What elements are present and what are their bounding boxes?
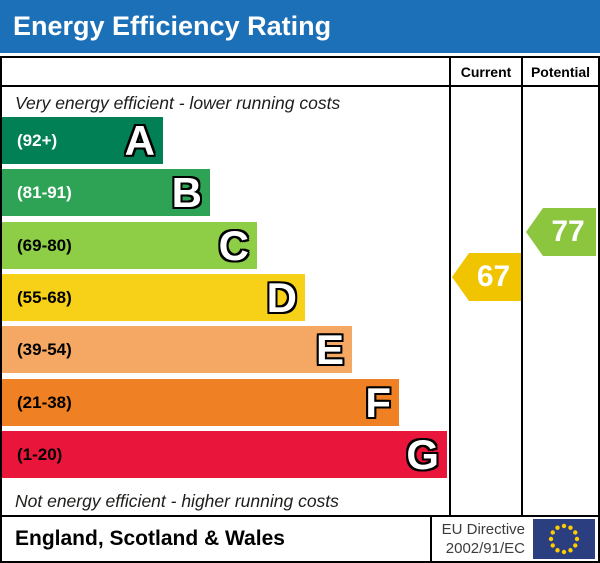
band-letter: G (406, 431, 439, 478)
band-row-b: (81-91) B (2, 169, 449, 216)
current-rating-value: 67 (476, 260, 511, 293)
eu-directive-line2: 2002/91/EC (445, 540, 525, 557)
caption-very-efficient: Very energy efficient - lower running co… (15, 93, 341, 113)
column-divider-current (449, 58, 451, 515)
column-header-potential: Potential (530, 64, 591, 80)
band-range-label: (69-80) (17, 235, 72, 255)
band-letter: E (315, 326, 344, 373)
band-bar-b: (81-91) B (2, 169, 210, 216)
title-bar: Energy Efficiency Rating (0, 0, 600, 53)
potential-rating-tag: 77 (526, 208, 596, 256)
band-row-f: (21-38) F (2, 379, 449, 426)
rating-table: Current Potential Very energy efficient … (0, 56, 600, 563)
band-letter: A (124, 117, 155, 164)
band-bar-e: (39-54) E (2, 326, 352, 373)
band-bar-f: (21-38) F (2, 379, 399, 426)
eu-directive-cell: EU Directive 2002/91/EC (430, 517, 598, 561)
band-range-label: (39-54) (17, 339, 72, 359)
band-letter: D (266, 274, 297, 321)
band-range-label: (55-68) (17, 287, 72, 307)
band-row-c: (69-80) C (2, 222, 449, 269)
table-footer: England, Scotland & Wales EU Directive 2… (2, 515, 598, 561)
band-bar-a: (92+) A (2, 117, 163, 164)
band-row-a: (92+) A (2, 117, 449, 164)
potential-rating-value: 77 (551, 215, 585, 248)
band-range-label: (1-20) (17, 444, 63, 464)
band-row-g: (1-20) G (2, 431, 449, 478)
page-title: Energy Efficiency Rating (13, 11, 332, 41)
eu-flag-icon (533, 519, 595, 559)
band-row-d: (55-68) D (2, 274, 449, 321)
band-row-e: (39-54) E (2, 326, 449, 373)
caption-not-efficient: Not energy efficient - higher running co… (15, 491, 339, 511)
eu-directive-line1: EU Directive (441, 521, 525, 538)
band-range-label: (21-38) (17, 392, 72, 412)
band-letter: F (365, 379, 391, 426)
band-letter: C (218, 222, 249, 269)
band-bar-c: (69-80) C (2, 222, 257, 269)
column-divider-potential (521, 58, 523, 515)
eu-directive-label: EU Directive 2002/91/EC (442, 520, 525, 558)
band-bar-d: (55-68) D (2, 274, 305, 321)
band-bar-g: (1-20) G (2, 431, 447, 478)
band-range-label: (81-91) (17, 182, 72, 202)
current-rating-tag: 67 (452, 253, 521, 301)
column-header-current: Current (460, 64, 512, 80)
band-letter: B (171, 169, 202, 216)
band-range-label: (92+) (17, 130, 58, 150)
region-label: England, Scotland & Wales (15, 527, 285, 550)
table-header-row: Current Potential (2, 58, 598, 87)
